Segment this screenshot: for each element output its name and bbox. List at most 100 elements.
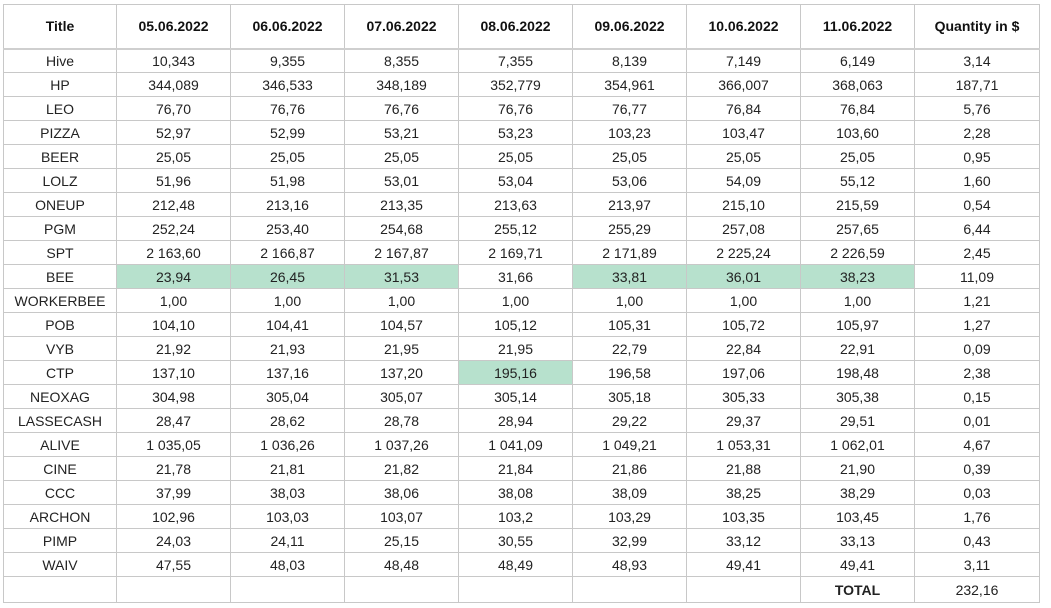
value-cell[interactable]: 33,81 — [572, 264, 687, 289]
quantity-cell[interactable]: 11,09 — [914, 264, 1040, 289]
value-cell[interactable]: 10,343 — [116, 48, 231, 73]
quantity-cell[interactable]: 5,76 — [914, 96, 1040, 121]
value-cell[interactable]: 354,961 — [572, 72, 687, 97]
value-cell[interactable]: 2 169,71 — [458, 240, 573, 265]
value-cell[interactable]: 1,00 — [686, 288, 801, 313]
value-cell[interactable]: 2 225,24 — [686, 240, 801, 265]
value-cell[interactable]: 1 036,26 — [230, 432, 345, 457]
value-cell[interactable]: 31,53 — [344, 264, 459, 289]
quantity-cell[interactable]: 6,44 — [914, 216, 1040, 241]
quantity-cell[interactable]: 0,54 — [914, 192, 1040, 217]
empty-cell[interactable] — [686, 576, 801, 603]
value-cell[interactable]: 1,00 — [344, 288, 459, 313]
value-cell[interactable]: 254,68 — [344, 216, 459, 241]
quantity-cell[interactable]: 0,39 — [914, 456, 1040, 481]
value-cell[interactable]: 2 166,87 — [230, 240, 345, 265]
value-cell[interactable]: 48,93 — [572, 552, 687, 577]
value-cell[interactable]: 21,93 — [230, 336, 345, 361]
value-cell[interactable]: 28,62 — [230, 408, 345, 433]
value-cell[interactable]: 305,07 — [344, 384, 459, 409]
header-title[interactable]: Title — [3, 4, 117, 50]
value-cell[interactable]: 103,07 — [344, 504, 459, 529]
token-name-cell[interactable]: VYB — [3, 336, 117, 361]
header-date[interactable]: 07.06.2022 — [344, 4, 459, 50]
value-cell[interactable]: 37,99 — [116, 480, 231, 505]
empty-cell[interactable] — [3, 576, 117, 603]
token-name-cell[interactable]: SPT — [3, 240, 117, 265]
value-cell[interactable]: 21,82 — [344, 456, 459, 481]
value-cell[interactable]: 104,57 — [344, 312, 459, 337]
value-cell[interactable]: 103,45 — [800, 504, 915, 529]
token-name-cell[interactable]: PGM — [3, 216, 117, 241]
value-cell[interactable]: 252,24 — [116, 216, 231, 241]
total-label[interactable]: TOTAL — [800, 576, 915, 603]
value-cell[interactable]: 103,03 — [230, 504, 345, 529]
token-name-cell[interactable]: BEER — [3, 144, 117, 169]
value-cell[interactable]: 29,51 — [800, 408, 915, 433]
token-name-cell[interactable]: PIMP — [3, 528, 117, 553]
value-cell[interactable]: 53,01 — [344, 168, 459, 193]
value-cell[interactable]: 105,97 — [800, 312, 915, 337]
token-name-cell[interactable]: POB — [3, 312, 117, 337]
value-cell[interactable]: 38,25 — [686, 480, 801, 505]
value-cell[interactable]: 2 226,59 — [800, 240, 915, 265]
value-cell[interactable]: 215,10 — [686, 192, 801, 217]
value-cell[interactable]: 76,76 — [230, 96, 345, 121]
value-cell[interactable]: 22,84 — [686, 336, 801, 361]
value-cell[interactable]: 76,76 — [344, 96, 459, 121]
value-cell[interactable]: 30,55 — [458, 528, 573, 553]
quantity-cell[interactable]: 2,28 — [914, 120, 1040, 145]
value-cell[interactable]: 76,76 — [458, 96, 573, 121]
value-cell[interactable]: 76,84 — [800, 96, 915, 121]
value-cell[interactable]: 25,05 — [458, 144, 573, 169]
value-cell[interactable]: 304,98 — [116, 384, 231, 409]
value-cell[interactable]: 6,149 — [800, 48, 915, 73]
value-cell[interactable]: 103,47 — [686, 120, 801, 145]
value-cell[interactable]: 255,12 — [458, 216, 573, 241]
value-cell[interactable]: 25,05 — [116, 144, 231, 169]
header-date[interactable]: 06.06.2022 — [230, 4, 345, 50]
value-cell[interactable]: 352,779 — [458, 72, 573, 97]
value-cell[interactable]: 21,95 — [344, 336, 459, 361]
value-cell[interactable]: 348,189 — [344, 72, 459, 97]
quantity-cell[interactable]: 0,03 — [914, 480, 1040, 505]
value-cell[interactable]: 22,79 — [572, 336, 687, 361]
value-cell[interactable]: 31,66 — [458, 264, 573, 289]
empty-cell[interactable] — [116, 576, 231, 603]
header-date[interactable]: 09.06.2022 — [572, 4, 687, 50]
value-cell[interactable]: 197,06 — [686, 360, 801, 385]
value-cell[interactable]: 1 041,09 — [458, 432, 573, 457]
value-cell[interactable]: 28,47 — [116, 408, 231, 433]
value-cell[interactable]: 102,96 — [116, 504, 231, 529]
token-name-cell[interactable]: ARCHON — [3, 504, 117, 529]
value-cell[interactable]: 38,06 — [344, 480, 459, 505]
total-value[interactable]: 232,16 — [914, 576, 1040, 603]
value-cell[interactable]: 38,09 — [572, 480, 687, 505]
value-cell[interactable]: 76,84 — [686, 96, 801, 121]
quantity-cell[interactable]: 3,14 — [914, 48, 1040, 73]
value-cell[interactable]: 51,96 — [116, 168, 231, 193]
token-name-cell[interactable]: ALIVE — [3, 432, 117, 457]
value-cell[interactable]: 103,35 — [686, 504, 801, 529]
header-date[interactable]: 10.06.2022 — [686, 4, 801, 50]
token-name-cell[interactable]: PIZZA — [3, 120, 117, 145]
value-cell[interactable]: 257,65 — [800, 216, 915, 241]
value-cell[interactable]: 25,15 — [344, 528, 459, 553]
value-cell[interactable]: 25,05 — [800, 144, 915, 169]
value-cell[interactable]: 24,03 — [116, 528, 231, 553]
value-cell[interactable]: 22,91 — [800, 336, 915, 361]
value-cell[interactable]: 49,41 — [686, 552, 801, 577]
value-cell[interactable]: 213,35 — [344, 192, 459, 217]
token-name-cell[interactable]: WAIV — [3, 552, 117, 577]
value-cell[interactable]: 213,16 — [230, 192, 345, 217]
value-cell[interactable]: 53,21 — [344, 120, 459, 145]
value-cell[interactable]: 55,12 — [800, 168, 915, 193]
value-cell[interactable]: 49,41 — [800, 552, 915, 577]
empty-cell[interactable] — [572, 576, 687, 603]
quantity-cell[interactable]: 0,01 — [914, 408, 1040, 433]
value-cell[interactable]: 53,04 — [458, 168, 573, 193]
value-cell[interactable]: 24,11 — [230, 528, 345, 553]
quantity-cell[interactable]: 1,76 — [914, 504, 1040, 529]
value-cell[interactable]: 8,139 — [572, 48, 687, 73]
value-cell[interactable]: 1,00 — [116, 288, 231, 313]
